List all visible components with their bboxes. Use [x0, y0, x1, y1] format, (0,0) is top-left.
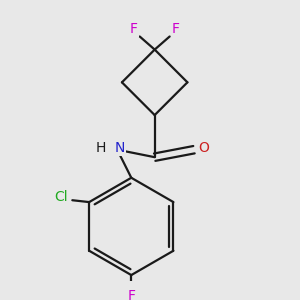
- Text: F: F: [171, 22, 179, 36]
- Text: H: H: [95, 141, 106, 155]
- Text: O: O: [198, 141, 209, 155]
- Text: F: F: [127, 289, 135, 300]
- Text: Cl: Cl: [54, 190, 68, 204]
- Text: F: F: [130, 22, 138, 36]
- Text: N: N: [115, 141, 125, 155]
